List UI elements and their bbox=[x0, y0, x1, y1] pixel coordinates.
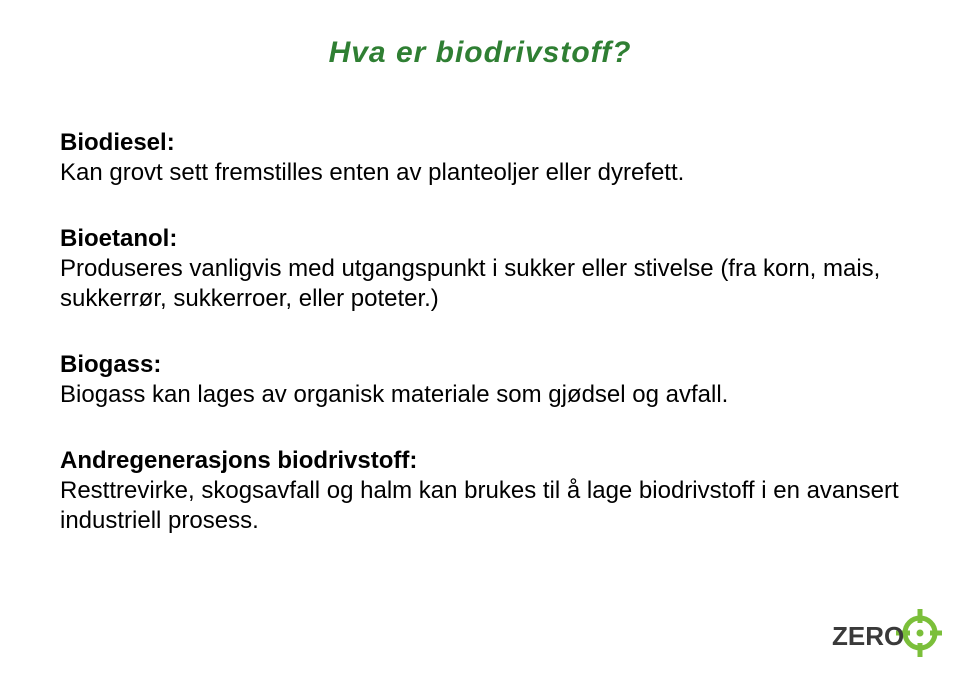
heading-biogass: Biogass: bbox=[60, 350, 900, 380]
heading-andregenerasjons: Andregenerasjons biodrivstoff: bbox=[60, 446, 900, 476]
slide: Hva er biodrivstoff? Biodiesel: Kan grov… bbox=[0, 0, 960, 680]
section-bioetanol: Bioetanol: Produseres vanligvis med utga… bbox=[60, 224, 900, 314]
heading-bioetanol: Bioetanol: bbox=[60, 224, 900, 254]
section-biodiesel: Biodiesel: Kan grovt sett fremstilles en… bbox=[60, 128, 900, 188]
body-biogass: Biogass kan lages av organisk materiale … bbox=[60, 380, 900, 410]
section-biogass: Biogass: Biogass kan lages av organisk m… bbox=[60, 350, 900, 410]
body-andregenerasjons: Resttrevirke, skogsavfall og halm kan br… bbox=[60, 476, 900, 536]
zero-logo-icon: ZERO bbox=[832, 605, 942, 661]
zero-logo: ZERO bbox=[832, 605, 942, 666]
body-biodiesel: Kan grovt sett fremstilles enten av plan… bbox=[60, 158, 900, 188]
section-andregenerasjons: Andregenerasjons biodrivstoff: Resttrevi… bbox=[60, 446, 900, 536]
body-bioetanol: Produseres vanligvis med utgangspunkt i … bbox=[60, 254, 900, 314]
heading-biodiesel: Biodiesel: bbox=[60, 128, 900, 158]
slide-title: Hva er biodrivstoff? bbox=[60, 34, 900, 72]
logo-text: ZERO bbox=[832, 621, 904, 651]
